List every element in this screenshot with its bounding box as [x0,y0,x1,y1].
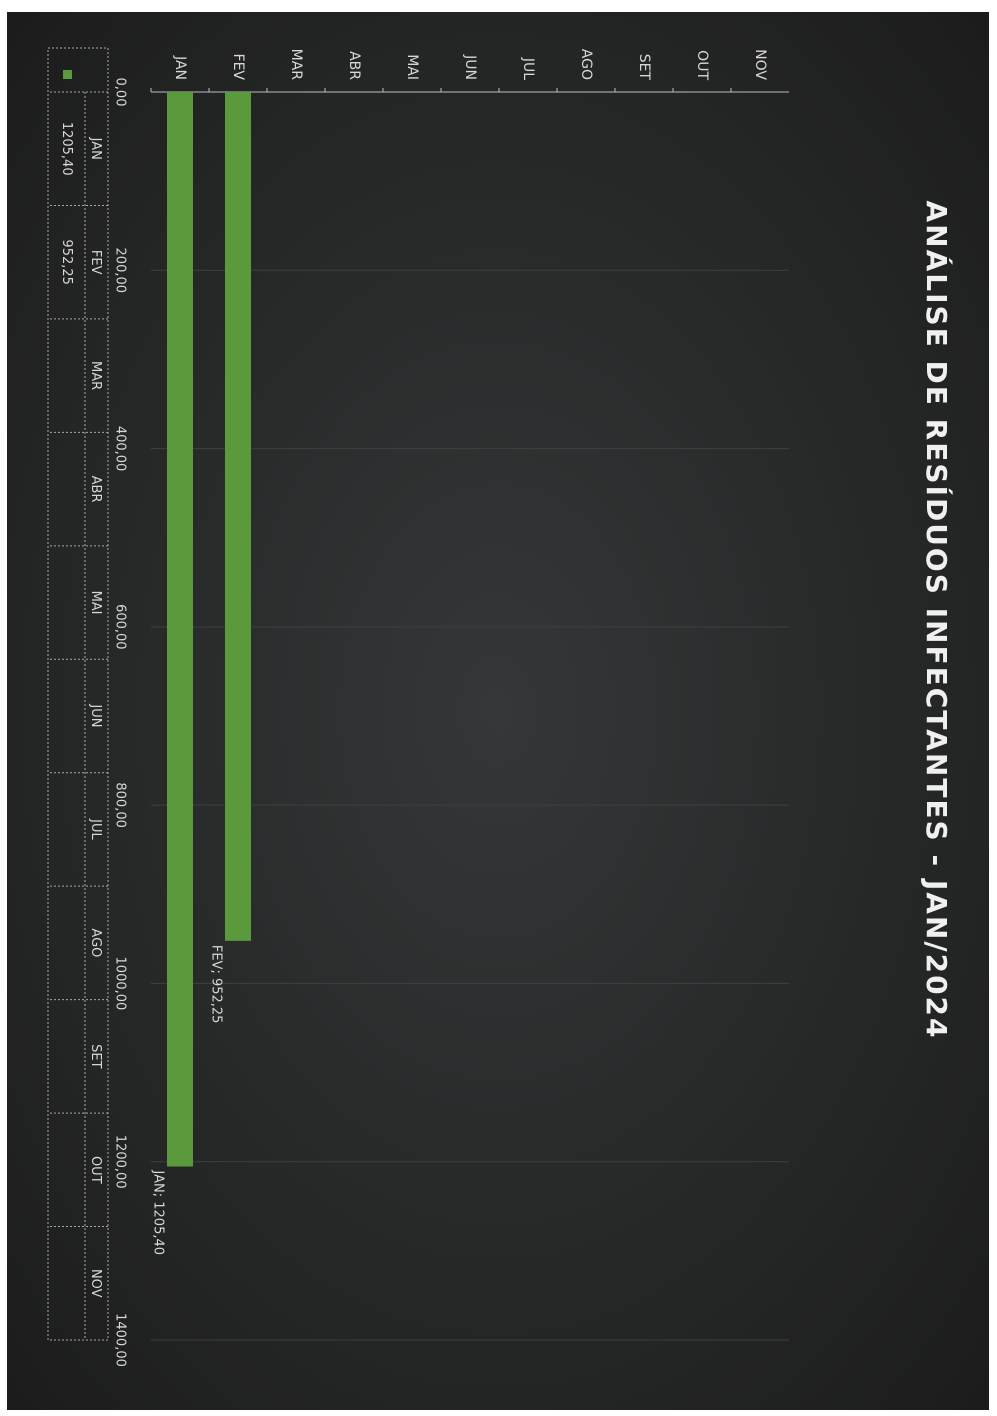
table-header: JUL [88,818,103,840]
y-tick-label: SET [636,54,652,81]
table-header: ABR [88,476,103,503]
table-header: MAI [88,591,103,615]
y-tick-label: NOV [752,49,768,80]
chart-title: ANÁLISE DE RESÍDUOS INFECTANTES - JAN/20… [920,200,954,1039]
table-header: AGO [88,928,103,957]
table-header: FEV [88,250,103,275]
y-tick-label: JUL [520,57,536,80]
table-value: 952,25 [59,239,74,285]
y-tick-label: JUN [462,54,478,80]
table-value: 1205,40 [59,122,74,176]
x-tick-label: 0,00 [113,78,128,107]
y-tick-label: ABR [346,51,362,80]
table-header: JUN [88,703,103,727]
y-tick-label: JAN [172,55,188,80]
x-tick-label: 200,00 [113,248,128,294]
y-tick-label: FEV [230,54,246,81]
x-tick-label: 600,00 [113,604,128,650]
table-header: MAR [88,361,103,390]
y-tick-label: MAR [288,49,304,81]
chart-background [7,12,989,1410]
legend-key [63,70,72,79]
bar [167,92,193,1167]
x-tick-label: 800,00 [113,782,128,828]
chart: ANÁLISE DE RESÍDUOS INFECTANTES - JAN/20… [7,12,989,1410]
y-tick-label: OUT [694,50,710,80]
data-label: JAN; 1205,40 [151,1170,166,1256]
y-tick-label: AGO [578,49,594,80]
x-tick-label: 400,00 [113,426,128,472]
x-tick-label: 1400,00 [113,1313,128,1367]
x-tick-label: 1000,00 [113,957,128,1011]
table-header: SET [88,1044,103,1068]
table-header: JAN [88,137,103,160]
x-tick-label: 1200,00 [113,1135,128,1189]
bar [225,92,251,941]
table-header: OUT [88,1156,103,1184]
data-label: FEV; 952,25 [209,945,224,1024]
table-header: NOV [88,1269,103,1298]
y-tick-label: MAI [404,54,420,80]
